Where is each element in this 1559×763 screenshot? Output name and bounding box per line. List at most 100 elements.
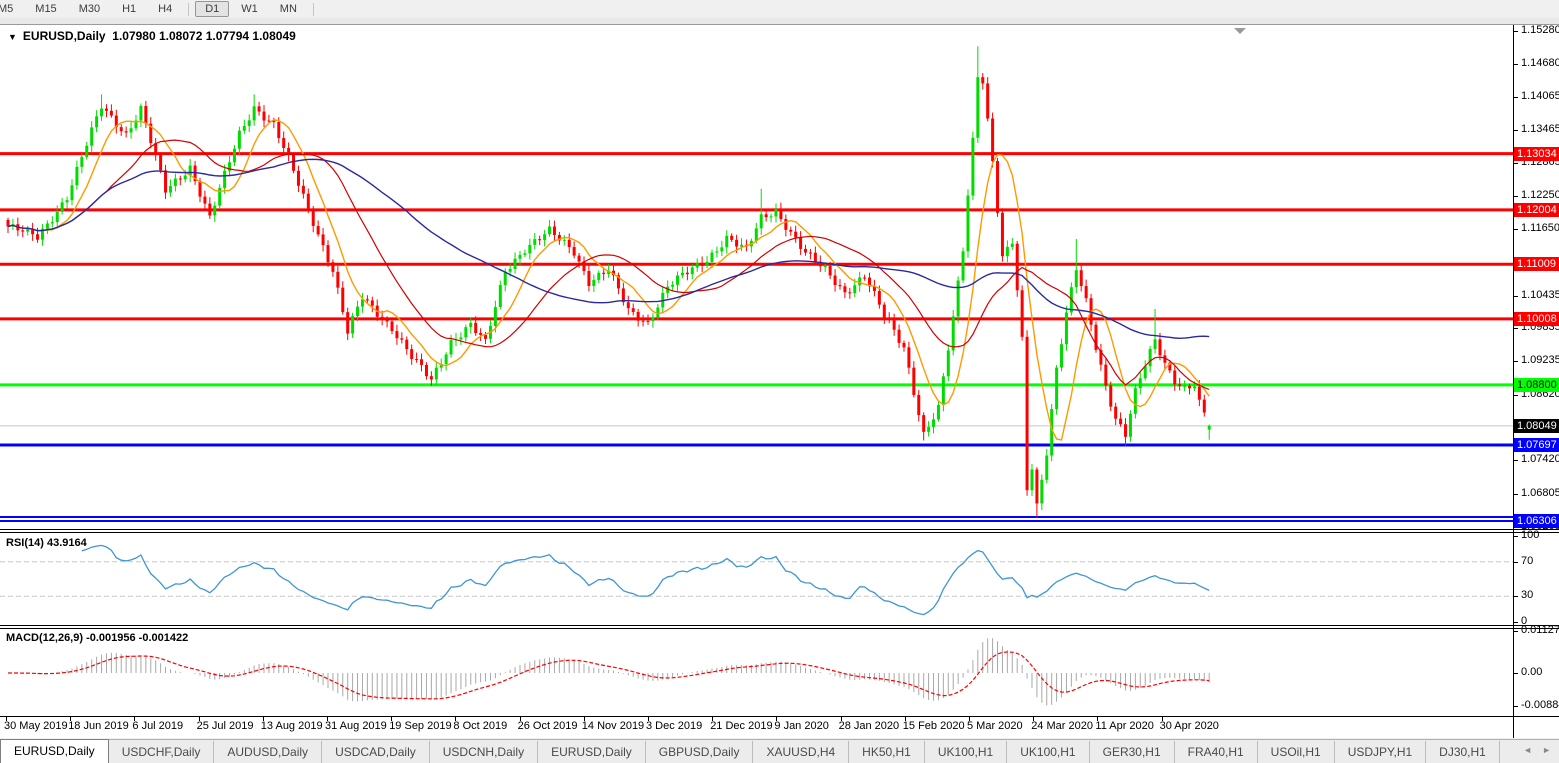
- time-axis-label: 9 Jan 2020: [774, 720, 829, 732]
- chart-area[interactable]: ▼ EURUSD,Daily 1.07980 1.08072 1.07794 1.…: [0, 24, 1559, 738]
- axis-tick-label: 1.13465: [1521, 123, 1559, 135]
- time-axis-tick: [6, 717, 7, 721]
- pane-resize-handle[interactable]: [0, 529, 1559, 530]
- axis-tick: [1514, 296, 1518, 297]
- timeframe-button-m15[interactable]: M15: [35, 3, 57, 15]
- timeframe-buttons: M5 M15 M30 H1 H4 D1 W1 MN: [0, 1, 319, 17]
- symbol-tab-audusd-daily[interactable]: AUDUSD,Daily: [214, 741, 323, 763]
- price-pane[interactable]: [0, 25, 1559, 529]
- time-axis-tick: [391, 717, 393, 721]
- time-axis-tick: [519, 717, 521, 721]
- chart-shift-marker-icon[interactable]: [1234, 28, 1246, 34]
- price-badge-support: 1.07697: [1514, 438, 1559, 452]
- pane-resize-handle[interactable]: [0, 532, 1559, 533]
- symbol-tab-uk100-h1[interactable]: UK100,H1: [1007, 741, 1090, 763]
- support-resistance-lines: [0, 152, 1513, 522]
- time-axis-label: 26 Oct 2019: [517, 720, 578, 732]
- axis-tick: [1514, 536, 1518, 537]
- axis-tick: [1514, 361, 1518, 362]
- price-badge-support: 1.08800: [1514, 378, 1559, 392]
- symbol-tab-dj30-h1[interactable]: DJ30,H1: [1426, 741, 1500, 763]
- symbol-tab-uk100-h1[interactable]: UK100,H1: [925, 741, 1008, 763]
- symbol-tab-usoil-h1[interactable]: USOil,H1: [1258, 741, 1335, 763]
- timeframe-button-w1[interactable]: W1: [241, 3, 258, 15]
- symbol-tab-eurusd-daily[interactable]: EURUSD,Daily: [0, 739, 109, 763]
- axis-tick-label: 70: [1521, 555, 1534, 567]
- symbol-tab-usdjpy-h1[interactable]: USDJPY,H1: [1335, 741, 1427, 763]
- time-axis-label: 18 Jun 2019: [68, 720, 129, 732]
- axis-tick-label: 1.14680: [1521, 57, 1559, 69]
- time-axis-label: 6 Jul 2019: [132, 720, 184, 732]
- axis-tick-label: 1.10435: [1521, 289, 1559, 301]
- time-axis-label: 5 Mar 2020: [967, 720, 1023, 732]
- axis-tick: [1514, 229, 1518, 230]
- rsi-pane[interactable]: [0, 534, 1513, 625]
- axis-tick-label: 1.09235: [1521, 354, 1559, 366]
- time-axis-label: 3 Dec 2019: [646, 720, 703, 732]
- macd-signal-line: [8, 651, 1210, 700]
- time-axis-tick: [1161, 717, 1163, 721]
- axis-tick-label: -0.008845: [1521, 699, 1559, 711]
- symbol-tab-gbpusd-daily[interactable]: GBPUSD,Daily: [646, 741, 754, 763]
- time-axis-tick: [969, 717, 970, 721]
- time-axis-tick: [776, 717, 778, 721]
- timeframe-button-h1[interactable]: H1: [122, 3, 137, 15]
- axis-tick: [1514, 622, 1518, 623]
- axis-tick: [1514, 196, 1518, 197]
- tabs-scroll-right-icon[interactable]: ►: [1542, 745, 1551, 755]
- time-axis-tick: [198, 717, 200, 721]
- axis-tick: [1514, 64, 1518, 65]
- toolbar-separator: [188, 2, 190, 16]
- price-axis-line: [1513, 25, 1514, 738]
- macd-pane[interactable]: [0, 629, 1513, 716]
- pane-border: [0, 716, 1559, 717]
- tabs-scroll-left-icon[interactable]: ◄: [1523, 745, 1533, 755]
- time-axis-label: 24 Mar 2020: [1031, 720, 1093, 732]
- axis-tick-label: 1.14065: [1521, 90, 1559, 102]
- moving-average-fast: [7, 119, 1210, 441]
- timeframe-toolbar: M5 M15 M30 H1 H4 D1 W1 MN: [0, 0, 1559, 18]
- symbol-tab-usdcnh-daily[interactable]: USDCNH,Daily: [430, 741, 539, 763]
- axis-tick: [1514, 596, 1518, 597]
- time-axis-label: 31 Aug 2019: [325, 720, 387, 732]
- time-axis-label: 30 May 2019: [4, 720, 68, 732]
- time-axis-label: 15 Feb 2020: [902, 720, 965, 732]
- price-badge-support: 1.06306: [1514, 514, 1559, 528]
- symbol-tab-ger30-h1[interactable]: GER30,H1: [1090, 741, 1175, 763]
- axis-tick-label: 1.06805: [1521, 487, 1559, 499]
- time-axis-tick: [1033, 717, 1035, 721]
- axis-tick: [1514, 395, 1518, 396]
- timeframe-button-d1[interactable]: D1: [195, 1, 230, 17]
- axis-tick: [1514, 328, 1518, 329]
- axis-tick: [1514, 706, 1518, 707]
- time-axis-tick: [1097, 717, 1099, 721]
- axis-tick-label: 1.12250: [1521, 189, 1559, 201]
- axis-tick-label: 30: [1521, 589, 1534, 601]
- price-badge-resistance: 1.10008: [1514, 312, 1559, 326]
- symbol-tab-xauusd-h4[interactable]: XAUUSD,H4: [753, 741, 850, 763]
- axis-tick: [1514, 631, 1518, 632]
- symbol-tab-usdchf-daily[interactable]: USDCHF,Daily: [109, 741, 215, 763]
- axis-tick: [1514, 97, 1518, 98]
- toolbar-separator: [312, 2, 314, 16]
- time-axis-tick: [712, 717, 714, 721]
- symbol-tab-usdcad-daily[interactable]: USDCAD,Daily: [322, 741, 430, 763]
- symbol-tabbar: EURUSD,Daily USDCHF,Daily AUDUSD,Daily USDC…: [0, 739, 1559, 763]
- pane-resize-handle[interactable]: [0, 628, 1559, 629]
- symbol-tab-eurusd-daily[interactable]: EURUSD,Daily: [538, 741, 646, 763]
- axis-tick-label: 1.11650: [1521, 222, 1559, 234]
- symbol-tab-hk50-h1[interactable]: HK50,H1: [849, 741, 925, 763]
- time-axis-tick: [327, 717, 328, 721]
- timeframe-button-m30[interactable]: M30: [78, 3, 101, 15]
- rsi-line: [81, 544, 1210, 616]
- price-badge-current-price: 1.08049: [1514, 419, 1559, 433]
- timeframe-button-mn[interactable]: MN: [279, 3, 297, 15]
- timeframe-button-h4[interactable]: H4: [158, 3, 173, 15]
- tab-scroll-controls: ◄ ►: [1523, 745, 1551, 755]
- time-axis[interactable]: 30 May 2019 18 Jun 2019 6 Jul 2019 25 Jul 2…: [0, 717, 1559, 738]
- axis-tick: [1514, 673, 1518, 674]
- pane-resize-handle[interactable]: [0, 625, 1559, 626]
- timeframe-button-m5[interactable]: M5: [0, 3, 14, 15]
- symbol-tab-fra40-h1[interactable]: FRA40,H1: [1175, 741, 1258, 763]
